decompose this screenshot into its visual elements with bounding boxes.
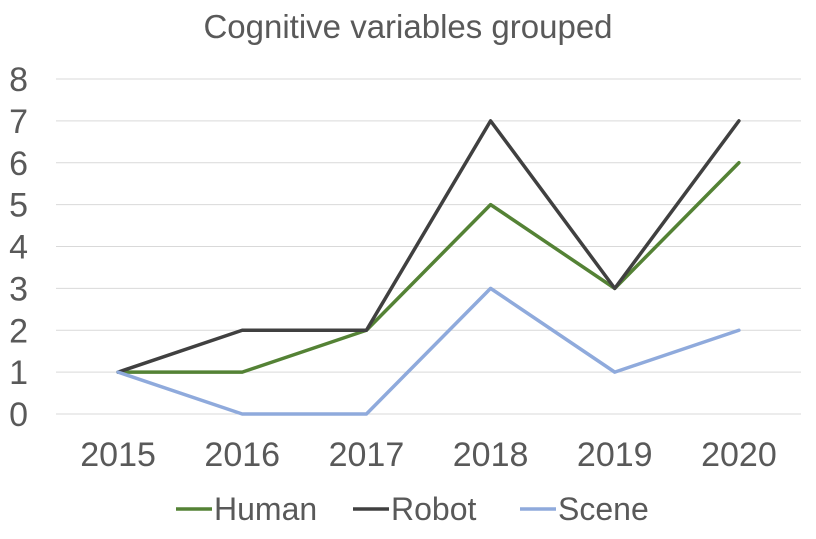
y-axis-ticks: 0 1 2 34 5 6 7 8 [9,61,28,434]
y-tick-label: 0 [9,396,28,434]
series-line-scene [116,286,741,416]
y-tick-label: 8 [9,61,28,99]
gridlines [56,78,801,415]
x-tick-label: 2015 [80,436,156,474]
x-axis-ticks: 2015 2016 2017 2018 2019 2020 [80,436,776,474]
y-tick-label: 4 [9,229,28,267]
chart-title: Cognitive variables grouped [203,8,613,45]
x-tick-label: 2018 [453,436,529,474]
y-tick-label: 3 [9,270,28,308]
y-tick-label: 5 [9,187,28,225]
y-tick-label: 6 [9,145,28,183]
y-tick-label: 7 [9,103,28,141]
y-tick-label: 2 [9,312,28,350]
series-line-human [116,161,741,374]
legend-label-scene: Scene [558,491,649,527]
legend: Human Robot Scene [176,491,649,527]
legend-label-human: Human [214,491,317,527]
x-tick-label: 2019 [577,436,653,474]
x-tick-label: 2020 [701,436,777,474]
x-tick-label: 2017 [329,436,405,474]
y-tick-label: 1 [9,354,28,392]
legend-label-robot: Robot [391,491,477,527]
series-lines [116,119,741,416]
series-line-robot [116,119,741,374]
x-tick-label: 2016 [204,436,280,474]
